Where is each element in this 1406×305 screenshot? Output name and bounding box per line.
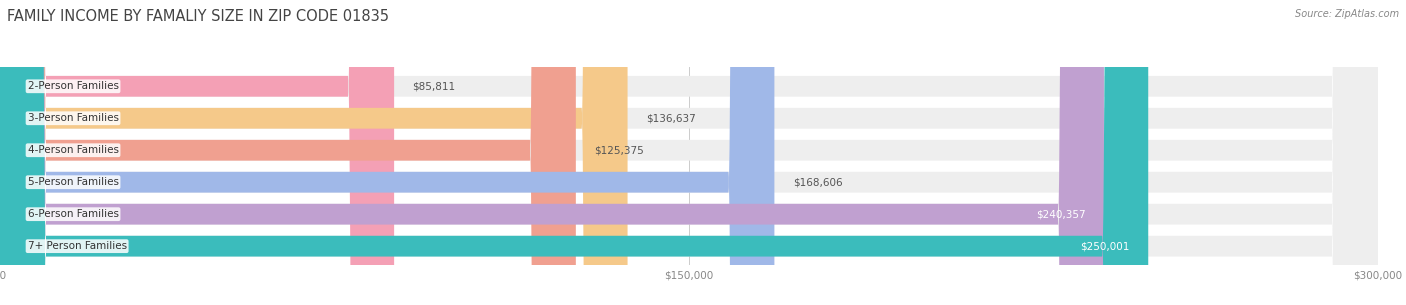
Text: $125,375: $125,375 — [595, 145, 644, 155]
Text: Source: ZipAtlas.com: Source: ZipAtlas.com — [1295, 9, 1399, 19]
Text: 4-Person Families: 4-Person Families — [28, 145, 118, 155]
FancyBboxPatch shape — [0, 0, 627, 305]
Text: $85,811: $85,811 — [412, 81, 456, 91]
FancyBboxPatch shape — [0, 0, 775, 305]
Text: $240,357: $240,357 — [1036, 209, 1085, 219]
Text: 5-Person Families: 5-Person Families — [28, 177, 118, 187]
Text: 2-Person Families: 2-Person Families — [28, 81, 118, 91]
Text: FAMILY INCOME BY FAMALIY SIZE IN ZIP CODE 01835: FAMILY INCOME BY FAMALIY SIZE IN ZIP COD… — [7, 9, 389, 24]
Text: $136,637: $136,637 — [645, 113, 696, 123]
Text: 6-Person Families: 6-Person Families — [28, 209, 118, 219]
Text: 3-Person Families: 3-Person Families — [28, 113, 118, 123]
FancyBboxPatch shape — [0, 0, 576, 305]
Text: $250,001: $250,001 — [1080, 241, 1130, 251]
FancyBboxPatch shape — [0, 0, 1149, 305]
Text: $168,606: $168,606 — [793, 177, 842, 187]
FancyBboxPatch shape — [0, 0, 394, 305]
Text: 7+ Person Families: 7+ Person Families — [28, 241, 127, 251]
FancyBboxPatch shape — [0, 0, 1104, 305]
